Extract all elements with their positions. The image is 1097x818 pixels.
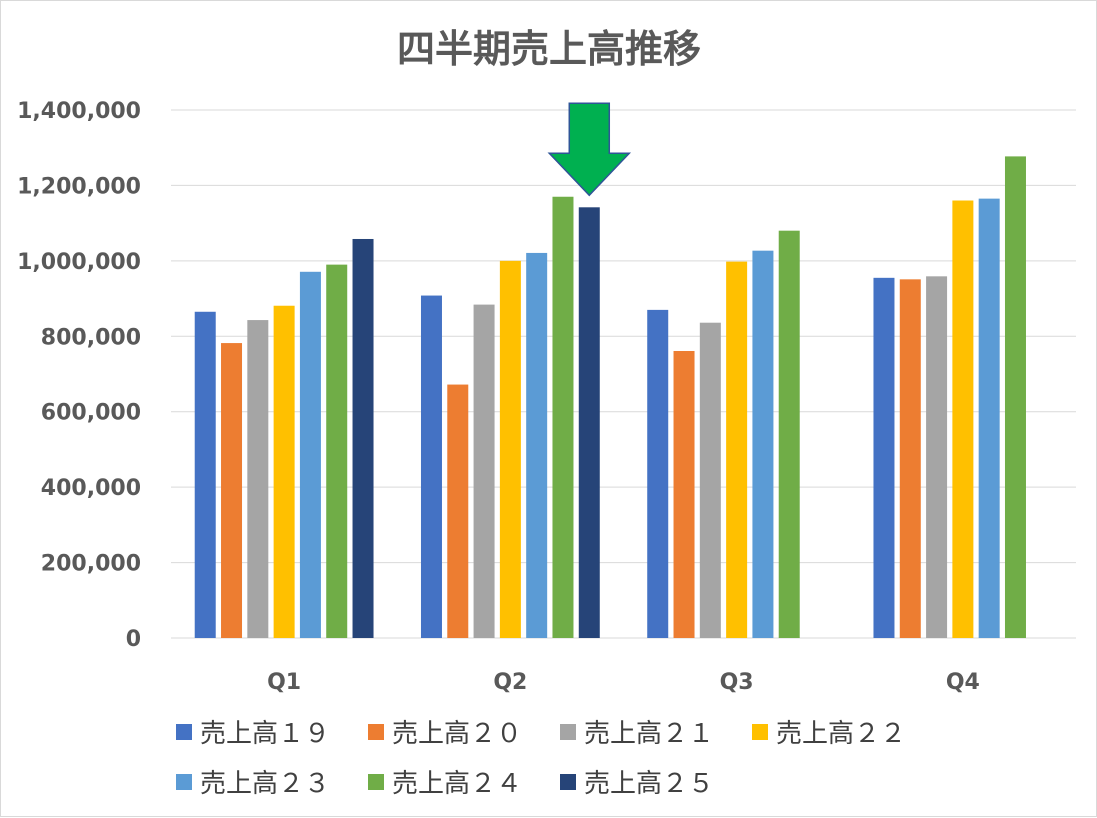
legend-swatch: [560, 724, 576, 740]
bar: [752, 250, 774, 638]
bar: [221, 343, 243, 638]
legend-label: 売上高２５: [584, 769, 714, 799]
legend-label: 売上高２２: [776, 719, 906, 749]
legend-swatch: [368, 724, 384, 740]
bar: [326, 264, 348, 638]
bar: [726, 261, 748, 638]
x-category-label: Q4: [946, 670, 980, 695]
bar: [873, 277, 895, 638]
bar: [194, 311, 216, 638]
legend: 売上高１９ 売上高２０ 売上高２１ 売上高２２ 売上高２３ 売上高２４ 売上高２５: [176, 719, 906, 799]
bar: [952, 200, 974, 638]
legend-label: 売上高２０: [392, 719, 522, 749]
y-tick-label: 600,000: [41, 401, 141, 426]
y-tick-label: 1,000,000: [17, 250, 141, 275]
bar: [473, 304, 495, 638]
bars: [194, 156, 1026, 639]
bar: [499, 260, 521, 638]
x-category-label: Q1: [267, 670, 301, 695]
legend-label: 売上高２３: [200, 769, 330, 799]
x-category-label: Q2: [493, 670, 527, 695]
legend-label: 売上高１９: [200, 719, 330, 749]
bar: [273, 305, 295, 638]
x-axis-category-labels: Q1 Q2 Q3 Q4: [267, 670, 980, 695]
legend-swatch: [752, 724, 768, 740]
x-category-label: Q3: [720, 670, 754, 695]
gridlines: [171, 109, 1076, 639]
annotations: [547, 102, 632, 197]
bar: [673, 350, 695, 638]
bar: [778, 230, 800, 638]
y-tick-label: 200,000: [41, 552, 141, 577]
down-arrow-icon: [547, 102, 632, 197]
bar: [1004, 156, 1026, 639]
bar: [299, 271, 321, 638]
bar: [352, 238, 374, 639]
y-tick-label: 1,200,000: [17, 174, 141, 199]
bar: [978, 198, 1000, 638]
legend-swatch: [560, 774, 576, 790]
y-tick-label: 0: [126, 627, 141, 652]
legend-swatch: [176, 724, 192, 740]
bar: [526, 252, 548, 639]
chart-title: 四半期売上高推移: [397, 27, 701, 71]
y-tick-label: 800,000: [41, 325, 141, 350]
legend-label: 売上高２１: [584, 719, 714, 749]
bar: [420, 295, 442, 638]
bar: [578, 207, 600, 638]
y-tick-label: 1,400,000: [17, 99, 141, 124]
bar: [647, 309, 669, 638]
y-tick-label: 400,000: [41, 476, 141, 501]
bar: [447, 384, 469, 638]
y-axis-tick-labels: 0 200,000 400,000 600,000 800,000 1,000,000 1,…: [17, 99, 141, 652]
legend-swatch: [176, 774, 192, 790]
legend-swatch: [368, 774, 384, 790]
bar: [699, 322, 721, 638]
bar: [552, 196, 574, 638]
legend-label: 売上高２４: [392, 769, 522, 799]
bar: [926, 276, 948, 638]
bar: [899, 279, 921, 638]
bar: [247, 320, 269, 638]
